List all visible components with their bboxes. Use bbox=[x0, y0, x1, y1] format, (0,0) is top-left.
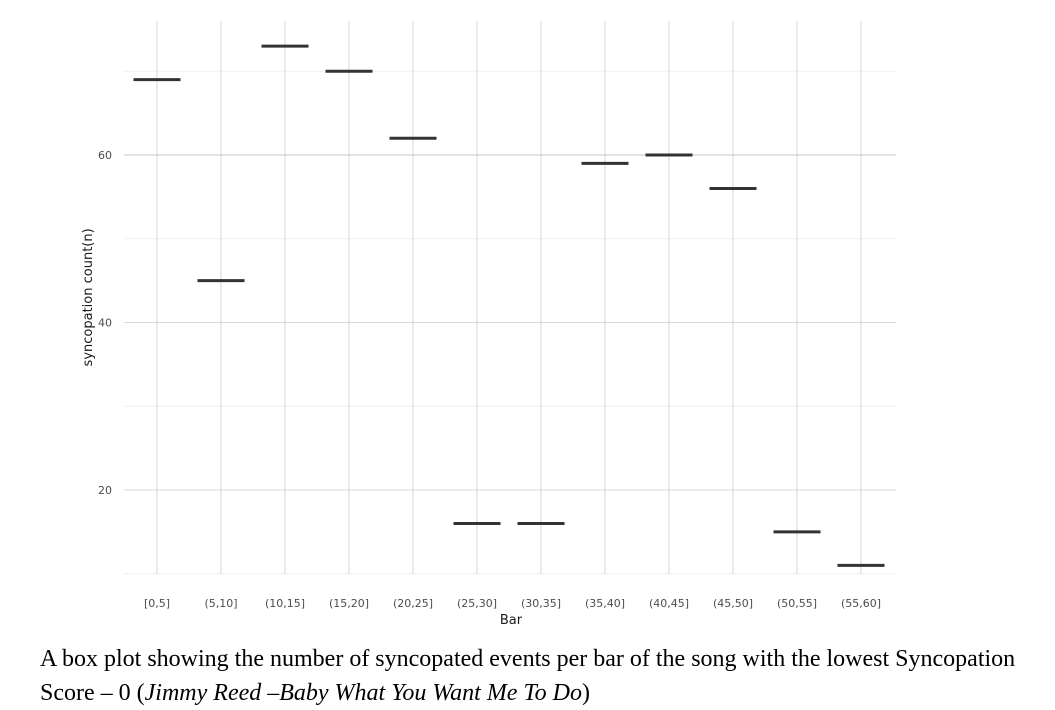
caption-closing: ) bbox=[581, 680, 590, 706]
x-tick-label: (10,15] bbox=[265, 597, 305, 610]
x-tick-label: (20,25] bbox=[393, 597, 433, 610]
y-axis-title: syncopation count(n) bbox=[81, 228, 96, 366]
caption-text: A box plot showing the number of syncopa… bbox=[40, 646, 1016, 706]
x-tick-label: (40,45] bbox=[649, 597, 689, 610]
x-tick-label: (45,50] bbox=[713, 597, 753, 610]
figure-caption: A box plot showing the number of syncopa… bbox=[40, 642, 1040, 710]
x-tick-label: (30,35] bbox=[521, 597, 561, 610]
x-tick-label: (55,60] bbox=[841, 597, 881, 610]
x-tick-label: (5,10] bbox=[204, 597, 237, 610]
x-tick-label: [0,5] bbox=[144, 597, 170, 610]
caption-song-title: Jimmy Reed –Baby What You Want Me To Do bbox=[144, 680, 582, 706]
x-tick-label: (35,40] bbox=[585, 597, 625, 610]
x-tick-label: (15,20] bbox=[329, 597, 369, 610]
x-tick-label: (50,55] bbox=[777, 597, 817, 610]
box-plot: 20 40 60 [0,5] (5,10] (10,15] (15,20] (20,25] (2… bbox=[81, 21, 896, 628]
y-tick-label: 60 bbox=[98, 149, 112, 162]
x-axis-title: Bar bbox=[500, 613, 523, 628]
y-tick-label: 40 bbox=[98, 317, 112, 330]
y-tick-label: 20 bbox=[98, 484, 112, 497]
x-tick-label: (25,30] bbox=[457, 597, 497, 610]
